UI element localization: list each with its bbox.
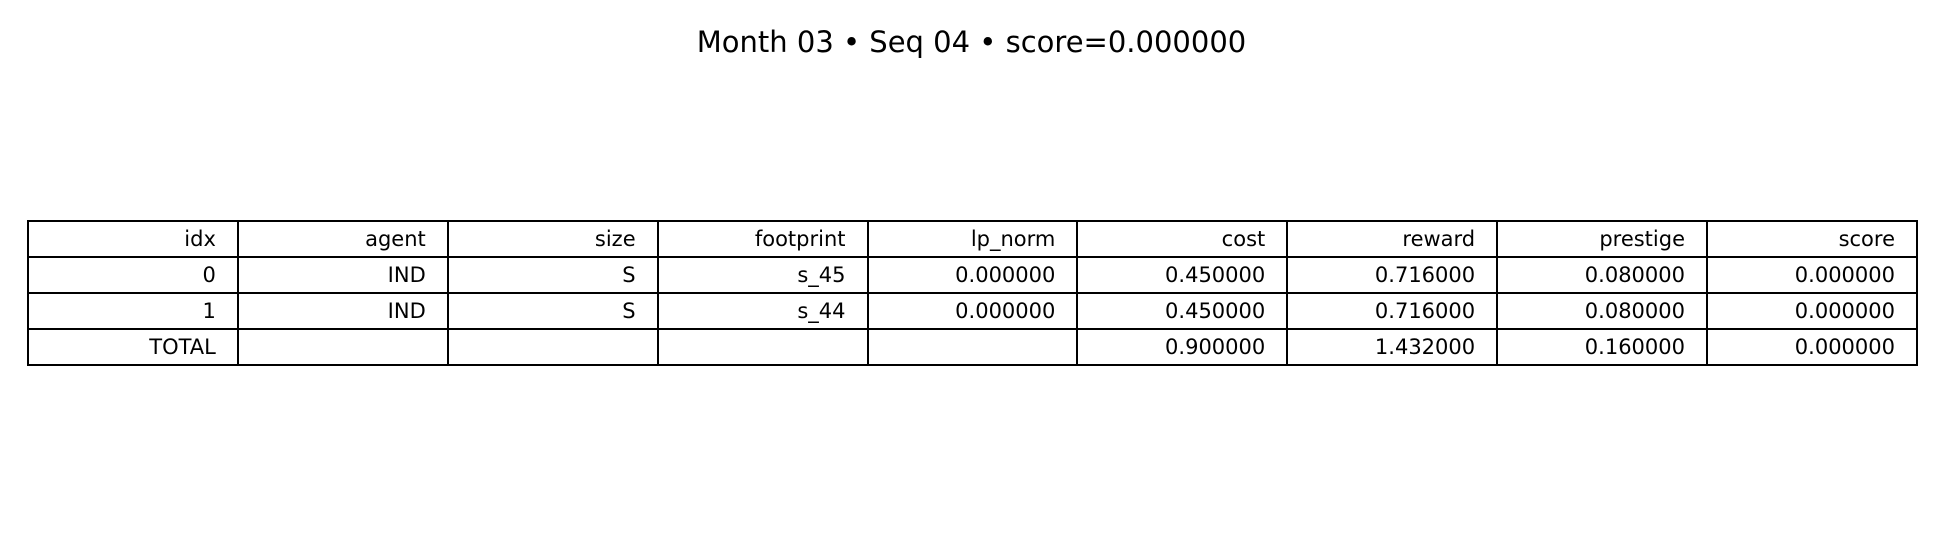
column-header-lp-norm: lp_norm [866,220,1079,258]
table-header-row: idx agent size footprint lp_norm cost re… [27,220,1918,258]
table-cell-prestige: 0.080000 [1496,256,1708,294]
column-header-size: size [446,220,659,258]
table-row: 1 IND S s_44 0.000000 0.450000 0.716000 … [27,292,1918,330]
table-cell-size [446,328,659,366]
table-cell-agent: IND [236,256,449,294]
column-header-footprint: footprint [656,220,869,258]
table-cell-reward: 0.716000 [1286,292,1499,330]
table-cell-cost: 0.450000 [1076,256,1289,294]
table-cell-footprint: s_44 [656,292,869,330]
table-cell-idx: TOTAL [27,328,239,366]
chart-title: Month 03 • Seq 04 • score=0.000000 [696,25,1247,59]
column-header-reward: reward [1286,220,1499,258]
column-header-idx: idx [27,220,239,258]
table-cell-lp-norm [866,328,1079,366]
table-cell-agent [236,328,449,366]
column-header-agent: agent [236,220,449,258]
table-cell-score: 0.000000 [1706,328,1918,366]
table-cell-footprint: s_45 [656,256,869,294]
table-cell-size: S [446,292,659,330]
table-total-row: TOTAL 0.900000 1.432000 0.160000 0.00000… [27,328,1918,366]
table-cell-reward: 0.716000 [1286,256,1499,294]
column-header-prestige: prestige [1496,220,1708,258]
results-table-container: idx agent size footprint lp_norm cost re… [27,220,1918,366]
column-header-score: score [1706,220,1918,258]
results-table: idx agent size footprint lp_norm cost re… [27,220,1918,366]
table-cell-prestige: 0.160000 [1496,328,1708,366]
table-cell-lp-norm: 0.000000 [866,256,1079,294]
table-cell-score: 0.000000 [1706,256,1918,294]
table-cell-idx: 0 [27,256,239,294]
table-cell-idx: 1 [27,292,239,330]
table-row: 0 IND S s_45 0.000000 0.450000 0.716000 … [27,256,1918,294]
table-cell-score: 0.000000 [1706,292,1918,330]
table-cell-prestige: 0.080000 [1496,292,1708,330]
table-cell-lp-norm: 0.000000 [866,292,1079,330]
table-cell-agent: IND [236,292,449,330]
table-cell-footprint [656,328,869,366]
table-cell-cost: 0.900000 [1076,328,1289,366]
table-cell-reward: 1.432000 [1286,328,1499,366]
column-header-cost: cost [1076,220,1289,258]
table-cell-size: S [446,256,659,294]
table-cell-cost: 0.450000 [1076,292,1289,330]
